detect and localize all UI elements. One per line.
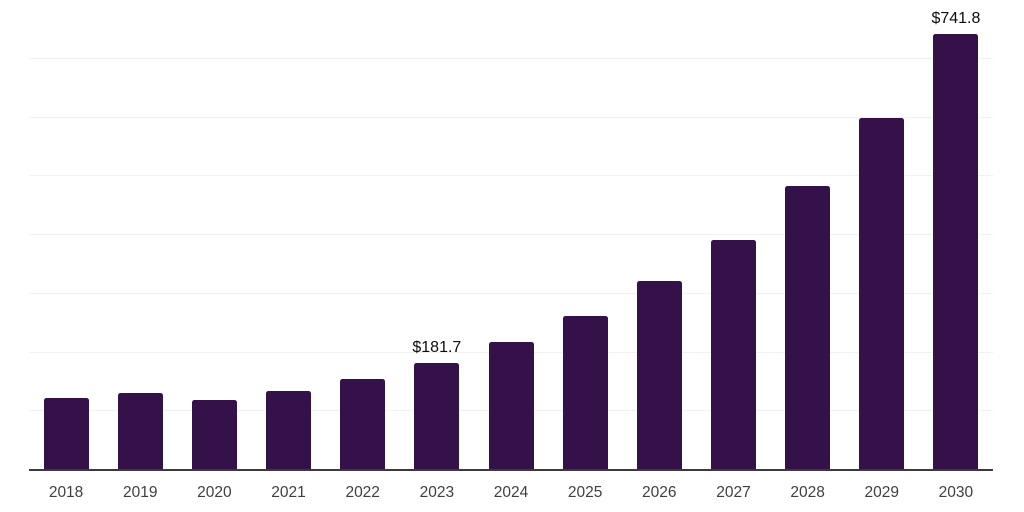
gridline-700 xyxy=(29,57,993,59)
bar-2019 xyxy=(117,393,163,470)
gridline-400 xyxy=(29,234,993,235)
gridline-500 xyxy=(29,175,993,177)
bar-2026 xyxy=(636,281,682,470)
x-tick-label-2028: 2028 xyxy=(790,484,825,501)
x-tick-label-2030: 2030 xyxy=(938,484,974,501)
x-tick-label-2019: 2019 xyxy=(122,484,158,501)
x-tick-label-2026: 2026 xyxy=(642,484,677,501)
bar-2024 xyxy=(488,341,534,470)
x-tick-label-2020: 2020 xyxy=(197,484,232,501)
gridline-600 xyxy=(29,116,993,118)
x-tick-label-2027: 2027 xyxy=(716,484,751,501)
bar-2027 xyxy=(710,240,756,470)
x-tick-label-2025: 2025 xyxy=(567,484,603,501)
x-axis-tick-labels: 2018 2019 2020 2021 2022 2023 2024 2025 2026 2027… xyxy=(29,484,993,506)
x-tick-label-2022: 2022 xyxy=(345,484,380,501)
bar-2025 xyxy=(562,316,608,470)
x-tick-label-2024: 2024 xyxy=(493,484,529,501)
bar-2018 xyxy=(43,397,89,470)
x-axis-line xyxy=(29,469,993,471)
bar-value-label-2023: $181.7 xyxy=(412,339,462,357)
bar-2022 xyxy=(340,378,386,470)
gridline-300 xyxy=(29,292,993,294)
bar-2030 xyxy=(933,34,979,470)
bar-2028 xyxy=(785,185,831,470)
x-tick-label-2029: 2029 xyxy=(864,484,900,501)
plot-area: $181.7 $741.8 xyxy=(29,0,993,471)
bar-2021 xyxy=(266,390,312,470)
x-tick-label-2018: 2018 xyxy=(48,484,84,501)
bar-2023 xyxy=(414,363,460,470)
x-tick-label-2021: 2021 xyxy=(271,484,306,501)
bar-2029 xyxy=(859,117,905,470)
bar-2020 xyxy=(191,399,237,470)
x-tick-label-2023: 2023 xyxy=(419,484,455,501)
bar-value-label-2030: $741.8 xyxy=(931,10,981,28)
